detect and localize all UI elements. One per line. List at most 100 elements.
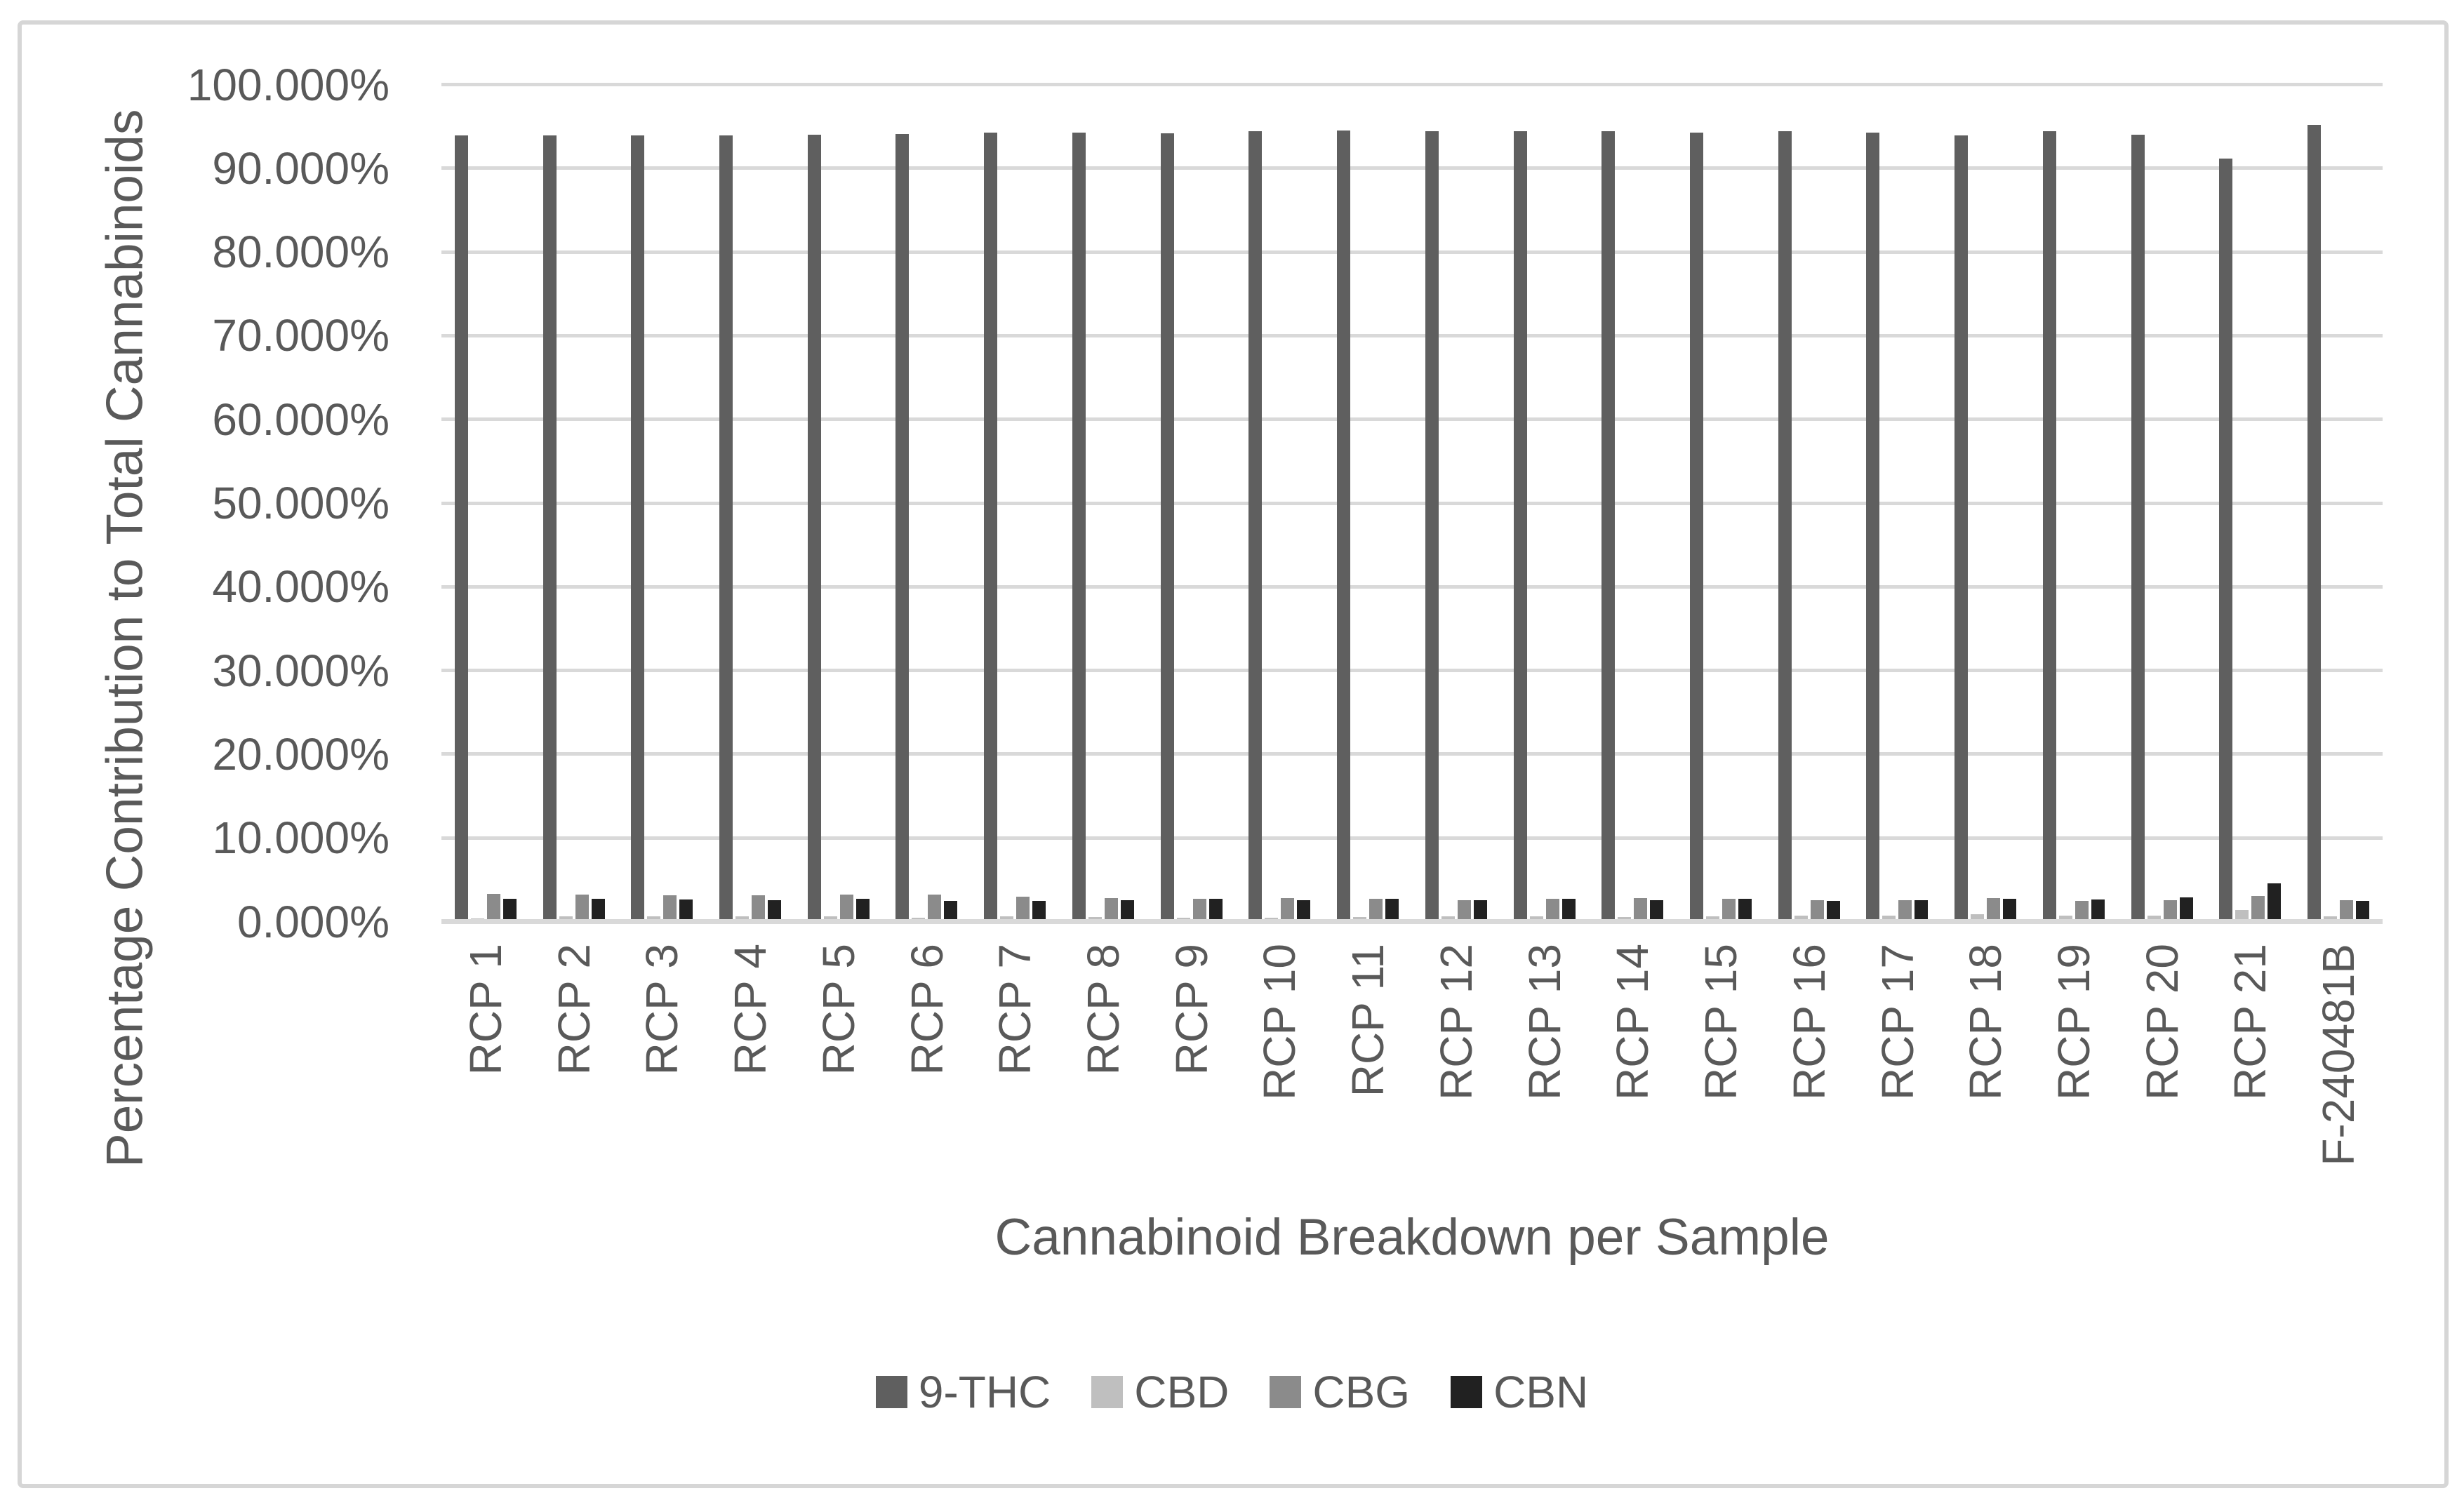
- gridline: [441, 333, 2383, 337]
- gridline: [441, 166, 2383, 170]
- cbg-bar: [2340, 900, 2354, 919]
- x-axis-category-label: RCP 16: [1783, 944, 1834, 1100]
- x-axis-category-label: RCP 18: [1960, 944, 2011, 1100]
- gridline: [441, 250, 2383, 254]
- 9-thc-bar: [1690, 132, 1704, 919]
- y-axis-tick-label: 10.000%: [212, 812, 389, 864]
- x-axis-category-label: RCP 15: [1696, 944, 1747, 1100]
- cbd-bar: [1882, 916, 1896, 919]
- 9-thc-bar: [542, 135, 557, 919]
- x-axis-category-label: RCP 6: [901, 944, 952, 1076]
- bar-group: [1941, 135, 2030, 919]
- bar-group: [530, 135, 618, 919]
- cbd-bar: [1265, 917, 1279, 919]
- cbg-bar: [1369, 898, 1383, 919]
- 9-thc-bar: [1601, 131, 1616, 919]
- 9-thc-bar: [719, 135, 733, 919]
- y-axis-tick-label: 50.000%: [212, 478, 389, 528]
- legend-item: 9-THC: [875, 1370, 1051, 1414]
- cbg-bar: [2251, 895, 2265, 919]
- cbd-bar: [1618, 917, 1632, 919]
- 9-thc-bar: [2131, 135, 2145, 919]
- y-axis-tick-label: 0.000%: [237, 896, 389, 947]
- cbn-bar: [502, 899, 517, 919]
- x-axis-category-label: RCP 2: [548, 944, 599, 1076]
- cbn-bar: [944, 900, 958, 919]
- bar-group: [1677, 132, 1765, 919]
- cbg-bar: [1281, 898, 1295, 919]
- bar-group: [1853, 132, 1942, 919]
- cbg-bar: [1104, 898, 1118, 919]
- y-axis-tick-label: 40.000%: [212, 561, 389, 613]
- legend-item: CBG: [1270, 1370, 1410, 1414]
- x-axis-category-label: RCP 5: [813, 944, 864, 1076]
- bar-group: [1412, 131, 1500, 919]
- cbn-bar: [1650, 899, 1664, 919]
- cbn-bar: [2003, 898, 2017, 919]
- legend-label: CBN: [1493, 1367, 1589, 1417]
- cbn-bar: [1826, 900, 1840, 919]
- cbd-bar: [2147, 916, 2161, 919]
- cbg-bar: [1987, 898, 2001, 919]
- 9-thc-bar: [1425, 131, 1439, 919]
- cbd-bar: [647, 916, 661, 919]
- cbg-bar: [575, 895, 589, 919]
- cbd-bar: [2235, 910, 2249, 919]
- 9-thc-bar: [631, 135, 645, 919]
- bar-group: [2206, 158, 2295, 919]
- 9-thc-bar: [1072, 132, 1086, 919]
- cbd-bar: [735, 916, 750, 919]
- cbd-bar: [1971, 914, 1985, 919]
- cbd-bar: [1794, 915, 1808, 919]
- legend-swatch-icon: [1451, 1376, 1483, 1408]
- y-axis-tick-label: 100.000%: [187, 59, 389, 110]
- bar-group: [1147, 133, 1236, 919]
- x-axis-category-label: F-240481B: [2313, 944, 2364, 1166]
- bar-group: [1765, 131, 1853, 919]
- gridline: [441, 83, 2383, 86]
- legend-swatch-icon: [1091, 1376, 1124, 1408]
- cbd-bar: [1088, 917, 1102, 919]
- cbg-bar: [1810, 899, 1824, 919]
- legend-item: CBN: [1451, 1370, 1588, 1414]
- cbn-bar: [2356, 901, 2370, 919]
- cbn-bar: [1738, 899, 1752, 919]
- cbg-bar: [1722, 899, 1736, 919]
- cbn-bar: [591, 899, 605, 919]
- bar-group: [1059, 132, 1147, 919]
- cbn-bar: [1297, 899, 1311, 919]
- gridline: [441, 836, 2383, 840]
- 9-thc-bar: [1778, 131, 1792, 919]
- x-axis-title: Cannabinoid Breakdown per Sample: [994, 1209, 1830, 1266]
- y-axis-tick-label: 90.000%: [212, 142, 389, 194]
- 9-thc-bar: [1160, 133, 1174, 919]
- cbd-bar: [470, 918, 484, 919]
- x-axis-category-label: RCP 10: [1254, 944, 1305, 1100]
- cbn-bar: [679, 899, 693, 919]
- gridline: [441, 584, 2383, 589]
- x-axis-category-label: RCP 7: [990, 944, 1041, 1076]
- x-axis-category-label: RCP 8: [1077, 944, 1128, 1076]
- cbg-bar: [486, 894, 500, 919]
- 9-thc-bar: [1866, 132, 1880, 919]
- cbn-bar: [768, 899, 782, 919]
- cbg-bar: [839, 895, 853, 919]
- legend: 9-THC CBD CBG CBN: [0, 1370, 2464, 1414]
- 9-thc-bar: [2042, 131, 2056, 919]
- x-axis-category-label: RCP 17: [1872, 944, 1923, 1100]
- cbg-bar: [1898, 899, 1912, 919]
- 9-thc-bar: [1337, 131, 1351, 919]
- cbd-bar: [1706, 916, 1720, 919]
- x-axis-category-label: RCP 9: [1166, 944, 1217, 1076]
- bar-group: [2294, 124, 2383, 919]
- cbd-bar: [1000, 916, 1014, 919]
- bar-group: [441, 135, 530, 919]
- chart-border: [18, 20, 2449, 1488]
- x-axis-category-label: RCP 14: [1607, 944, 1658, 1100]
- x-axis-category-label: RCP 13: [1519, 944, 1570, 1100]
- bar-group: [1500, 131, 1589, 919]
- bar-group: [1588, 131, 1677, 919]
- 9-thc-bar: [2219, 158, 2233, 919]
- cbd-bar: [2058, 916, 2072, 919]
